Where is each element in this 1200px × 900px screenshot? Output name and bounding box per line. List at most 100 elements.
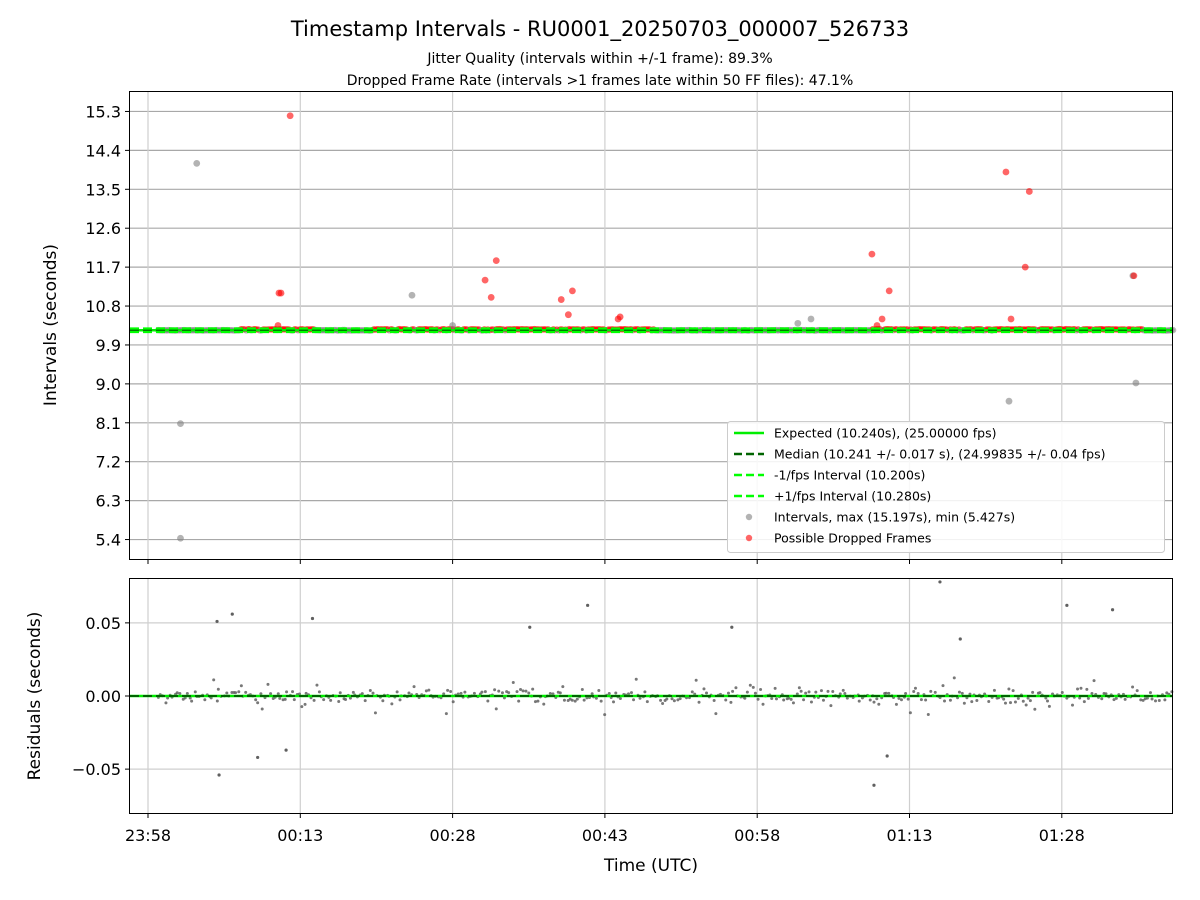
residual-point (753, 691, 757, 695)
residual-point (1076, 687, 1080, 691)
dropped-frame-outlier-point (481, 276, 489, 284)
interval-outlier-point (794, 319, 802, 327)
residual-point (1154, 699, 1158, 703)
residual-point (444, 712, 448, 716)
residual-point (515, 690, 519, 694)
residual-point (371, 691, 375, 695)
residual-point (480, 690, 484, 694)
x-tick-label: 00:13 (277, 826, 323, 845)
residual-outlier-point (958, 637, 962, 641)
intervals-panel: 5.4 6.3 7.2 8.1 9.0 9.9 10.8 11.7 12.6 13.5 14.4 15… (41, 91, 1177, 564)
residual-point (1148, 691, 1152, 695)
residual-point (782, 698, 786, 702)
dropped-frame-outlier-point (1021, 263, 1029, 271)
residual-point (960, 691, 964, 695)
residual-point (511, 680, 515, 684)
residual-outlier-point (217, 773, 221, 777)
residual-point (360, 692, 364, 696)
residual-point (442, 692, 446, 696)
residual-point (962, 701, 966, 705)
residual-point (1070, 703, 1074, 707)
residual-point (638, 696, 642, 700)
residual-point (533, 700, 537, 704)
residuals-y-axis-label: Residuals (seconds) (25, 612, 45, 781)
residual-point (244, 690, 248, 694)
residual-outlier-point (310, 616, 315, 621)
residual-point (542, 702, 546, 706)
residual-point (797, 686, 801, 690)
residual-point (643, 690, 647, 694)
residual-point (926, 712, 930, 716)
residual-point (913, 686, 917, 690)
residual-point (992, 688, 996, 692)
residual-point (748, 683, 752, 687)
residual-point (427, 688, 431, 692)
residual-point (269, 692, 273, 696)
residual-point (607, 691, 611, 695)
residual-point (451, 700, 455, 704)
residual-point (500, 691, 504, 695)
residual-point (1026, 696, 1030, 700)
residuals-y-tick-label: 0.00 (85, 687, 121, 706)
residual-point (597, 688, 601, 692)
chart-subtitle-dropped: Dropped Frame Rate (intervals >1 frames … (347, 73, 854, 89)
residual-point (351, 690, 355, 694)
residual-point (424, 689, 428, 693)
residual-point (1157, 699, 1161, 703)
residual-outlier-point (885, 754, 889, 758)
residual-point (580, 688, 584, 692)
dropped-frame-outlier-point (274, 322, 282, 329)
residual-point (841, 688, 845, 692)
residual-point (975, 699, 979, 703)
residual-point (348, 696, 352, 700)
residual-point (659, 698, 663, 702)
residual-point (558, 691, 562, 695)
residual-point (164, 701, 168, 705)
dropped-frame-outlier-point (873, 322, 881, 329)
dropped-frame-outlier-point (1007, 315, 1015, 323)
residual-point (190, 699, 194, 703)
residual-point (1131, 685, 1135, 689)
residual-point (329, 698, 333, 702)
residual-point (894, 702, 898, 706)
x-tick-label: 01:28 (1039, 826, 1085, 845)
residual-point (787, 696, 791, 700)
residual-point (1033, 707, 1037, 711)
residuals-panel: −0.05 0.00 0.05 23:58 00:13 00:28 00:43 00:58 0… (25, 578, 1174, 845)
residual-point (1114, 696, 1118, 700)
x-tick-label: 23:58 (125, 826, 171, 845)
residual-point (957, 690, 961, 694)
interval-outlier-point (807, 315, 815, 323)
residual-point (983, 692, 987, 696)
residual-point (483, 690, 487, 694)
residual-point (259, 692, 263, 696)
residual-point (256, 701, 260, 705)
x-tick-label: 00:58 (734, 826, 780, 845)
residual-point (283, 697, 287, 701)
interval-outlier-point (177, 534, 184, 542)
dropped-frame-outlier-point (1002, 168, 1010, 176)
residual-point (166, 696, 170, 700)
residual-point (234, 691, 238, 695)
intervals-x-ticks (147, 559, 1063, 564)
residuals-x-ticks: 23:58 00:13 00:28 00:43 00:58 01:13 01:28 (125, 813, 1085, 845)
residual-point (676, 698, 680, 702)
dropped-frame-outlier-point (868, 250, 876, 258)
residual-outlier-point (284, 748, 288, 752)
residual-point (857, 699, 861, 703)
residual-point (304, 691, 308, 695)
dropped-frame-outlier-point (1025, 188, 1033, 195)
x-tick-label: 00:43 (582, 826, 628, 845)
residual-point (368, 689, 372, 693)
residual-point (239, 684, 243, 688)
residual-point (1028, 699, 1032, 703)
legend-marker (745, 513, 753, 521)
residual-point (814, 690, 818, 694)
residual-point (1100, 697, 1104, 701)
residual-point (1079, 686, 1083, 690)
residual-point (1135, 689, 1139, 693)
residual-point (884, 691, 888, 695)
residual-point (317, 690, 321, 694)
intervals-y-tick-label: 8.1 (96, 414, 121, 433)
residual-point (672, 699, 676, 703)
